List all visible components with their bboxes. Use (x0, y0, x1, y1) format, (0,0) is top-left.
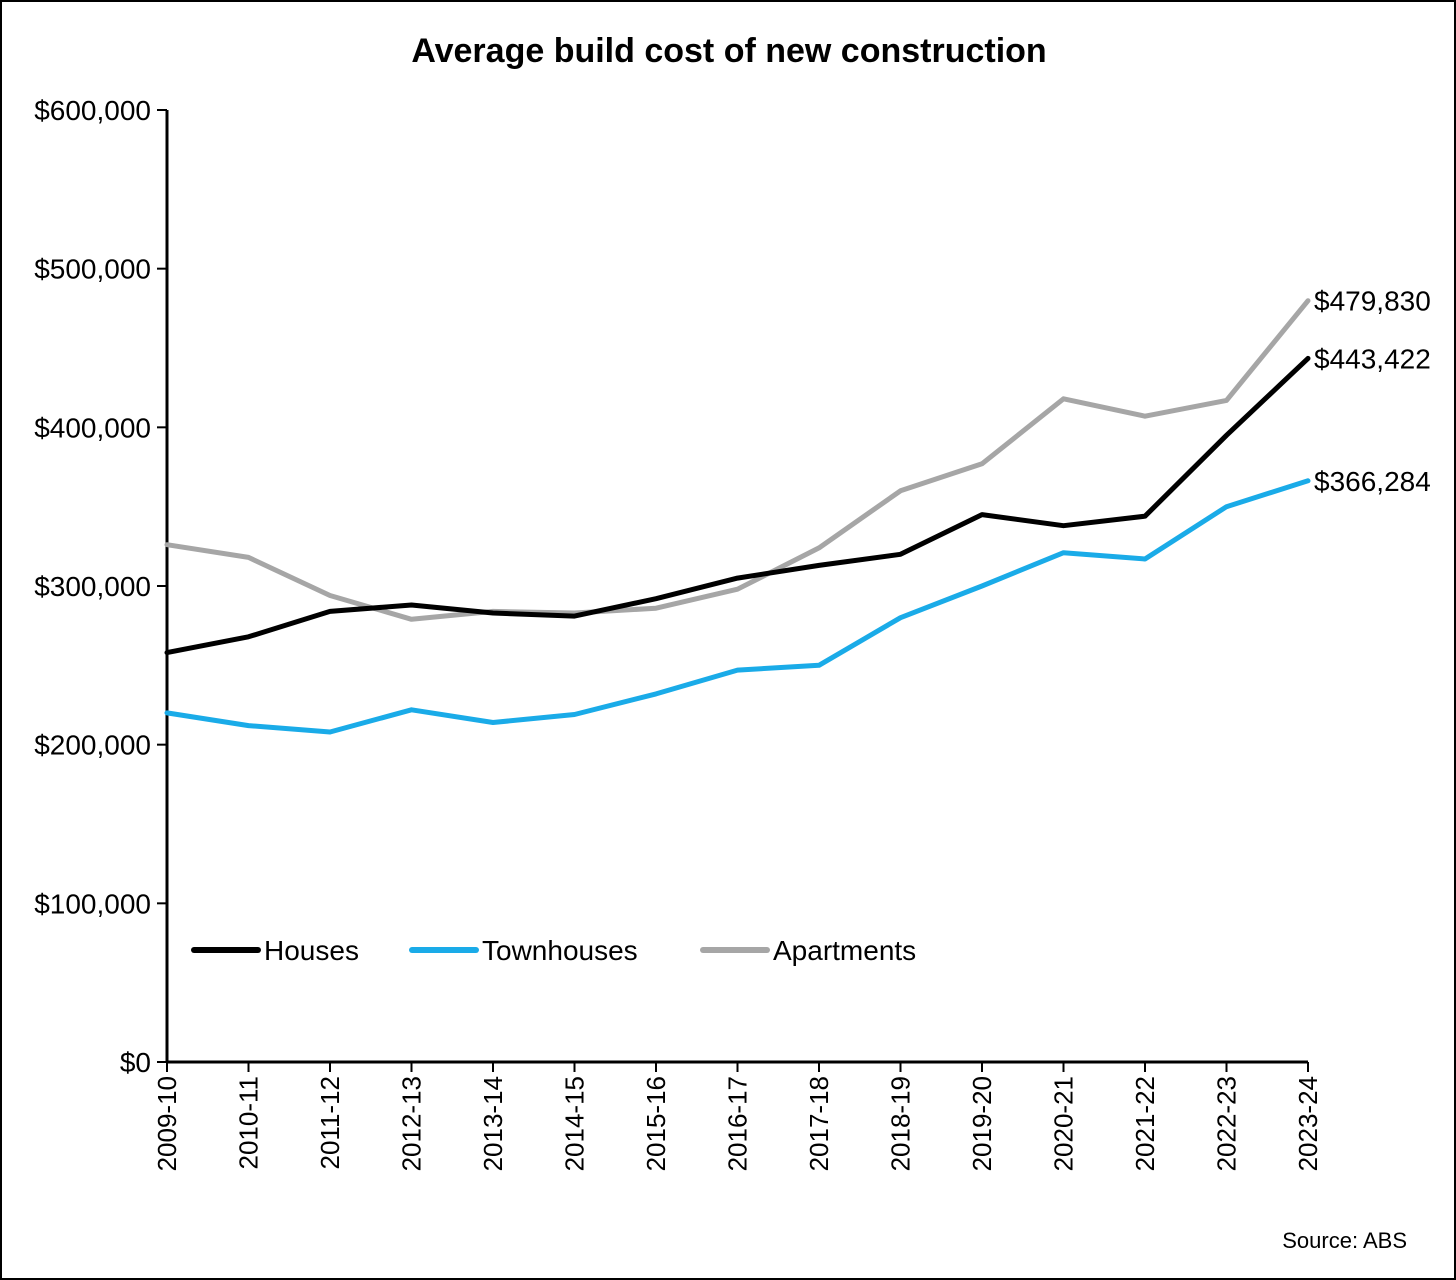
y-tick-label: $500,000 (34, 254, 151, 285)
y-tick-label: $200,000 (34, 730, 151, 761)
axes: $0 $100,000 $200,000 $300,000 $400,000 $500,0… (34, 95, 1323, 1171)
legend: Houses Townhouses Apartments (191, 935, 916, 966)
x-tick-label: 2013-14 (478, 1076, 508, 1171)
end-labels: $443,422 $366,284 $479,830 (1314, 286, 1431, 497)
chart-title: Average build cost of new construction (411, 32, 1046, 70)
x-tick-label: 2015-16 (641, 1076, 671, 1171)
x-tick-label: 2020-21 (1049, 1076, 1079, 1171)
legend-label: Houses (264, 935, 359, 966)
x-tick-label: 2017-18 (804, 1076, 834, 1171)
x-tick-label: 2021-22 (1130, 1076, 1160, 1171)
x-tick-label: 2010-11 (234, 1076, 264, 1170)
series-line-houses (164, 355, 1311, 656)
y-tick-label: $0 (120, 1047, 151, 1078)
y-tick-label: $600,000 (34, 95, 151, 126)
x-tick-label: 2023-24 (1293, 1076, 1323, 1171)
legend-item-apartments: Apartments (700, 935, 916, 966)
x-tick-label: 2018-19 (886, 1076, 916, 1171)
x-tick-label: 2016-17 (723, 1076, 753, 1171)
legend-item-houses: Houses (191, 935, 359, 966)
x-tick-label: 2012-13 (397, 1076, 427, 1171)
legend-item-townhouses: Townhouses (409, 935, 638, 966)
y-tick-label: $400,000 (34, 412, 151, 443)
x-tick-label: 2022-23 (1212, 1076, 1242, 1171)
legend-label: Townhouses (482, 935, 638, 966)
legend-label: Apartments (773, 935, 916, 966)
source-note: Source: ABS (1282, 1228, 1407, 1253)
series-layer (164, 298, 1311, 735)
series-line-townhouses (164, 478, 1311, 735)
x-tick-label: 2019-20 (967, 1076, 997, 1171)
y-tick-label: $300,000 (34, 571, 151, 602)
x-tick-label: 2014-15 (560, 1076, 590, 1171)
series-line-apartments (164, 298, 1311, 622)
y-tick-label: $100,000 (34, 888, 151, 919)
end-label-houses: $443,422 (1314, 343, 1431, 374)
end-label-townhouses: $366,284 (1314, 466, 1431, 497)
x-tick-label: 2009-10 (152, 1076, 182, 1171)
x-tick-label: 2011-12 (315, 1076, 345, 1170)
end-label-apartments: $479,830 (1314, 286, 1431, 317)
